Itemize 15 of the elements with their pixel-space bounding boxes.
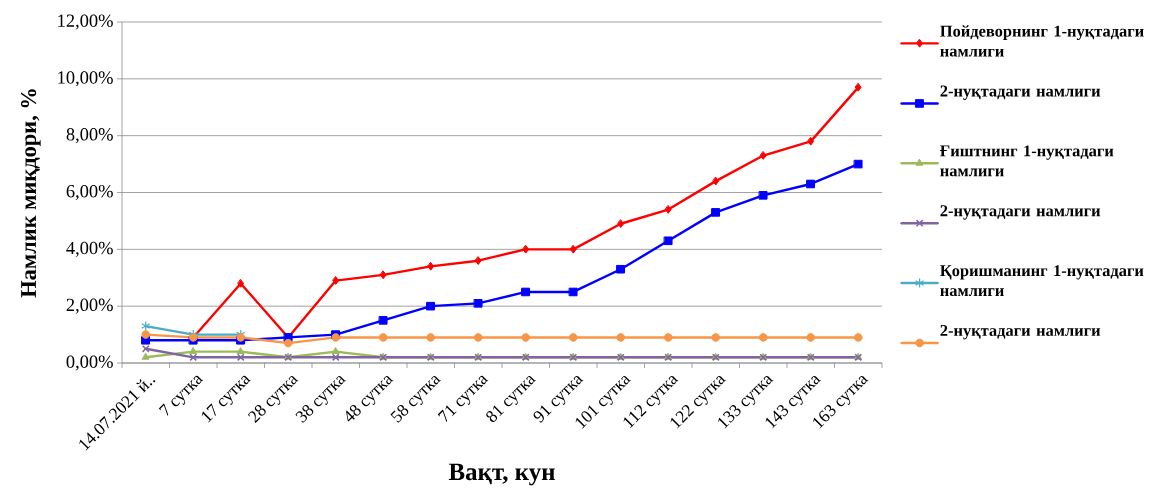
legend-label: Ғиштнинг 1-нуқтадаги намлиги xyxy=(940,145,1114,177)
y-tick-label: 2,00% xyxy=(66,298,113,314)
y-tick-label: 8,00% xyxy=(66,128,113,144)
legend-label: Қоришманинг 1-нуқтадаги намлиги xyxy=(940,265,1144,297)
y-tick-label: 12,00% xyxy=(58,14,113,30)
y-axis-title: Намлик миқдори, % xyxy=(20,89,41,298)
y-tick-label: 4,00% xyxy=(66,241,113,257)
y-tick-label: 10,00% xyxy=(58,71,113,87)
legend-label: 2-нуқтадаги намлиги xyxy=(940,85,1101,100)
y-tick-label: 0,00% xyxy=(66,355,113,371)
x-axis-title: Вақт, кун xyxy=(448,463,555,486)
legend-label: 2-нуқтадаги намлиги xyxy=(940,205,1101,220)
legend-label: Пойдеворнинг 1-нуқтадаги намлиги xyxy=(940,25,1144,57)
legend-label: 2-нуқтадаги намлиги xyxy=(940,324,1101,340)
y-tick-label: 6,00% xyxy=(66,184,113,201)
